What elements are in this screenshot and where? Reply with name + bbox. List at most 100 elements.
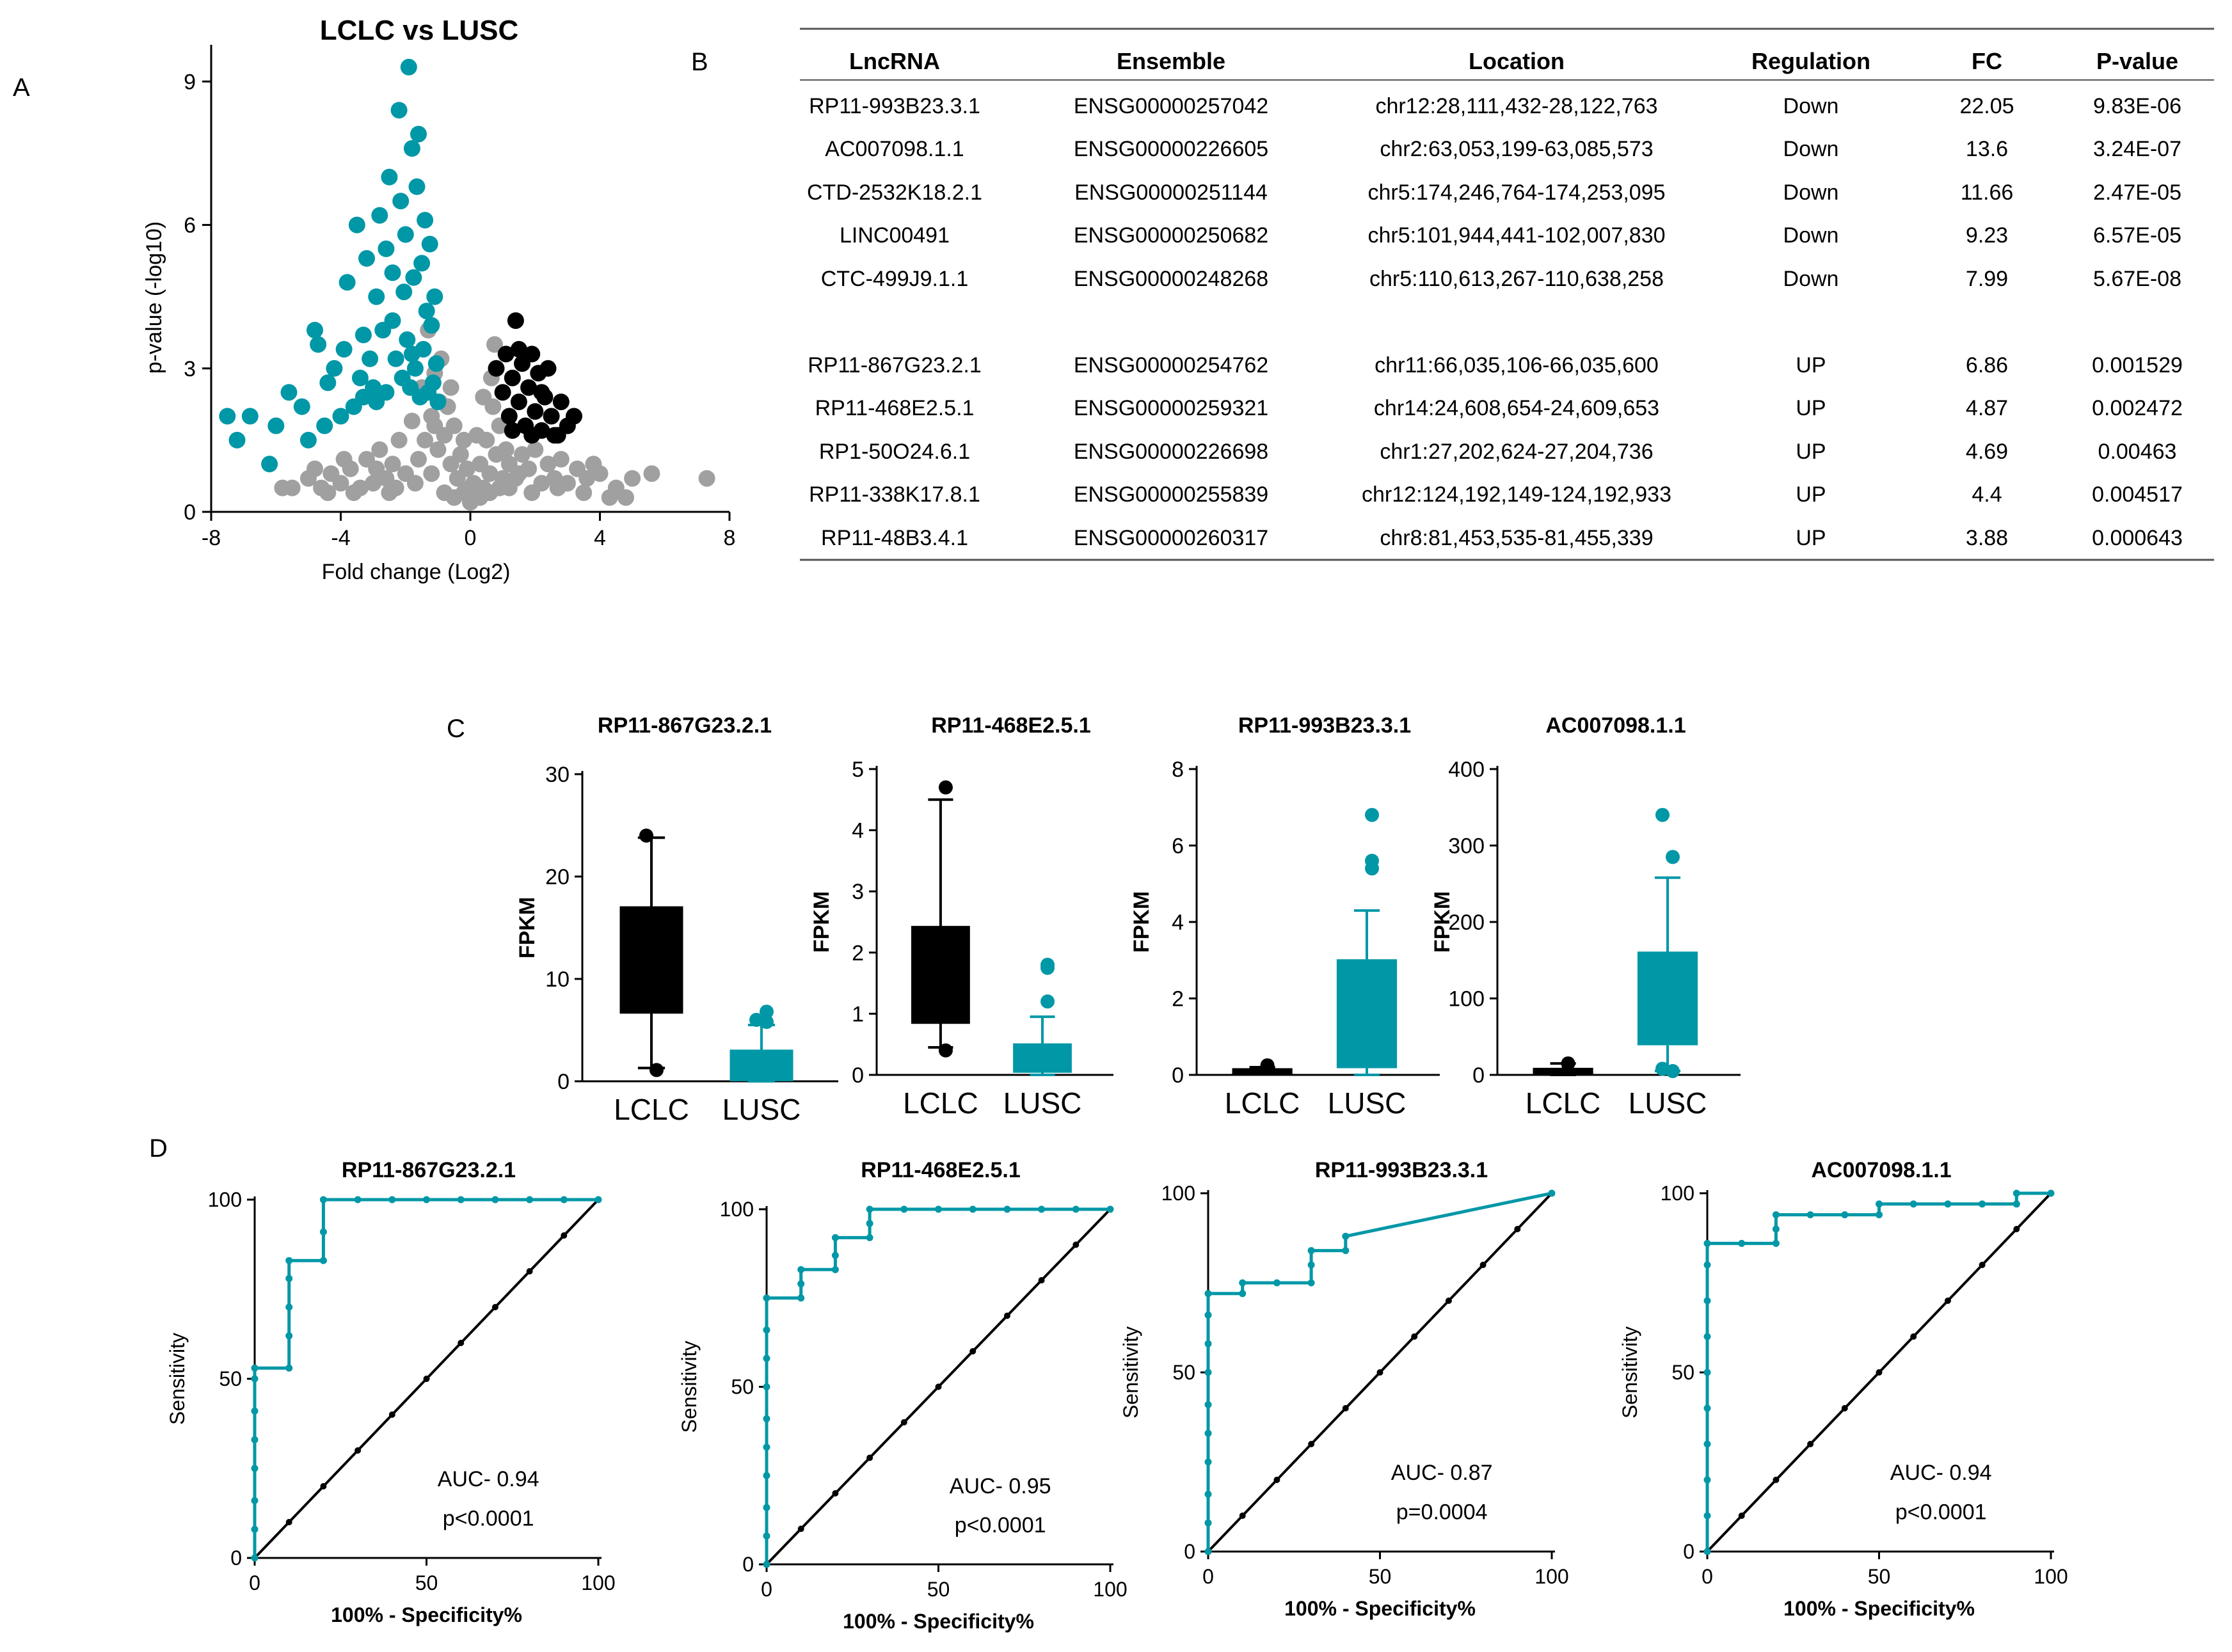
volcano-point-ns [345, 484, 362, 502]
roc-auc-label: AUC- 0.94 [438, 1467, 539, 1491]
boxplot-4: AC007098.1.1 FPKM 0 100 200 300 400 LCLC LUSC [1430, 713, 1741, 1120]
volcano-point-down [267, 417, 285, 434]
boxplot-y-axis-label: FPKM [1129, 891, 1154, 953]
table-row: CTC-499J9.1.1 ENSG00000248268 chr5:110,613… [821, 267, 2181, 291]
roc-curve-point [2013, 1200, 2020, 1208]
boxplot-y-tick-label: 100 [1448, 987, 1485, 1012]
roc-curve-point [1806, 1211, 1814, 1219]
roc-curve-point [1204, 1311, 1212, 1319]
boxplot-y-tick-label: 0 [1472, 1063, 1485, 1088]
volcano-point-ns [319, 484, 337, 502]
volcano-point-down [424, 374, 442, 392]
roc-curve-point [935, 1205, 942, 1213]
roc-reference-point [526, 1268, 533, 1275]
volcano-point-ns [514, 446, 530, 463]
roc-curve-point [831, 1266, 839, 1273]
panel-label-b: B [691, 48, 708, 76]
boxplot-y-axis-label: FPKM [1430, 891, 1455, 953]
roc-curve-point [1204, 1548, 1212, 1555]
volcano-point-ns [410, 450, 427, 468]
roc-curve-point [797, 1294, 805, 1302]
box-outlier [1040, 957, 1055, 972]
roc-reference-point [458, 1340, 465, 1346]
roc-reference-point [866, 1454, 873, 1461]
roc-y-axis-label: Sensitivity [678, 1340, 701, 1433]
roc-curve-point [251, 1364, 259, 1372]
volcano-point-ns [458, 460, 475, 477]
roc-curve-point [1772, 1211, 1780, 1219]
roc-reference-point [797, 1525, 804, 1532]
volcano-point-ns [523, 484, 541, 502]
table-cell: 9.83E-06 [2093, 94, 2181, 118]
roc-y-tick-label: 0 [1683, 1540, 1694, 1563]
box-outlier [1365, 807, 1379, 822]
roc-curve-point [251, 1497, 259, 1504]
boxplot-group-label: LUSC [1003, 1086, 1082, 1120]
volcano-point-up [504, 369, 521, 386]
table-cell: 5.67E-08 [2093, 267, 2181, 291]
volcano-point-ns [417, 431, 434, 449]
roc-y-tick-label: 100 [720, 1198, 754, 1221]
roc-curve-point [354, 1196, 362, 1203]
panel-label-d: D [149, 1134, 168, 1163]
roc-curve-point [1307, 1261, 1315, 1269]
volcano-point-down [408, 178, 426, 195]
roc-curve-point [866, 1205, 873, 1213]
roc-title: RP11-468E2.5.1 [861, 1158, 1021, 1182]
volcano-point-down [332, 408, 349, 425]
table-cell: chr14:24,608,654-24,609,653 [1374, 396, 1659, 420]
box-outlier [938, 1043, 953, 1058]
roc-curve [765, 1207, 1110, 1564]
boxplot-y-tick-label: 20 [545, 865, 570, 889]
roc-curve-point [1703, 1369, 1711, 1376]
panel-label-a: A [13, 74, 30, 102]
table-header-cell: Regulation [1751, 48, 1870, 74]
roc-y-tick-label: 100 [1661, 1182, 1694, 1205]
volcano-point-down [406, 360, 424, 377]
roc-curve-point [866, 1219, 873, 1227]
roc-reference-point [1308, 1441, 1315, 1447]
table-header-cell: P-value [2096, 48, 2178, 74]
volcano-point-ns [552, 450, 570, 468]
roc-reference-point [969, 1348, 976, 1354]
table-cell: chr5:174,246,764-174,253,095 [1367, 180, 1665, 205]
roc-reference-point [1342, 1405, 1349, 1411]
table-cell: CTD-2532K18.2.1 [807, 180, 982, 205]
volcano-point-ns [381, 484, 398, 502]
volcano-title: LCLC vs LUSC [320, 15, 518, 46]
roc-3: RP11-993B23.3.1 Sensitivity 100% - Specifi… [1119, 1158, 1569, 1620]
roc-x-axis-label: 100% - Specificity% [843, 1610, 1034, 1633]
table-row: RP11-867G23.2.1 ENSG00000254762 chr11:66,0… [808, 353, 2183, 377]
volcano-x-axis-label: Fold change (Log2) [322, 560, 511, 584]
roc-curve-point [763, 1326, 770, 1334]
roc-4: AC007098.1.1 Sensitivity 100% - Specificit… [1618, 1158, 2068, 1620]
boxplot-y-tick-label: 6 [1172, 834, 1184, 859]
boxplot-y-axis-label: FPKM [809, 891, 834, 953]
volcano-point-ns [549, 479, 566, 496]
volcano-point-down [362, 350, 379, 367]
boxplot-group-label: LCLC [903, 1086, 978, 1120]
boxplot-group-label: LCLC [614, 1093, 689, 1126]
box-lclc [1232, 1058, 1293, 1076]
roc-curve [253, 1198, 598, 1558]
volcano-y-tick-label: 0 [184, 500, 196, 525]
roc-curve-point [1342, 1232, 1350, 1240]
volcano-point-down [392, 193, 410, 210]
volcano-point-down [355, 326, 372, 344]
roc-reference-point [561, 1232, 568, 1239]
boxplot-title: RP11-867G23.2.1 [598, 713, 772, 738]
roc-curve-point [866, 1234, 873, 1241]
roc-y-axis-label: Sensitivity [1119, 1326, 1142, 1418]
roc-curve-point [1307, 1247, 1315, 1255]
roc-curve-point [319, 1196, 327, 1203]
roc-reference-point [1003, 1312, 1010, 1319]
table-cell: ENSG00000254762 [1074, 353, 1268, 377]
roc-curve-point [1944, 1200, 1952, 1208]
box-iqr [911, 926, 970, 1024]
table-cell: 0.000643 [2092, 526, 2183, 550]
roc-x-tick-label: 50 [1868, 1565, 1891, 1588]
lncrna-table: LncRNA Ensemble Location Regulation FC P-valu… [800, 28, 2214, 561]
boxplot-title: AC007098.1.1 [1545, 713, 1686, 738]
roc-curve-point [1703, 1548, 1711, 1555]
roc-reference-point [1038, 1277, 1045, 1283]
